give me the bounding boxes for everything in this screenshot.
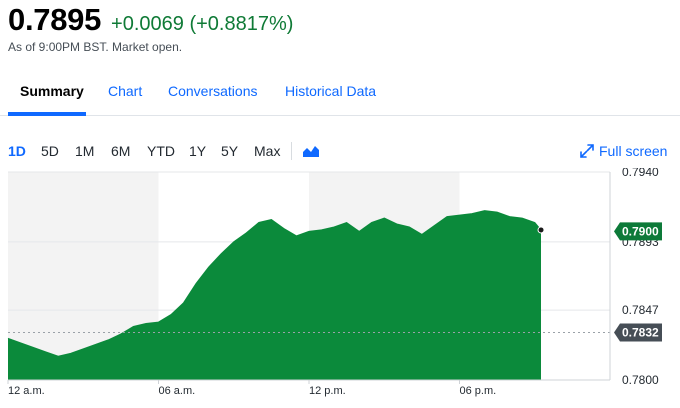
tab-chart[interactable]: Chart: [108, 83, 143, 99]
range-max[interactable]: Max: [254, 143, 281, 159]
x-tick-label: 12 p.m.: [309, 385, 346, 397]
x-axis: 12 a.m. 06 a.m. 12 p.m. 06 p.m.: [7, 379, 610, 397]
quote-tabs: Summary Chart Conversations Historical D…: [0, 72, 680, 116]
current-price-label: 0.7900: [614, 222, 662, 241]
tab-summary[interactable]: Summary: [20, 83, 84, 99]
market-status: As of 9:00PM BST. Market open.: [8, 40, 183, 54]
previous-close-label-shape: [614, 323, 662, 342]
price-change: +0.0069 (+0.8817%): [111, 13, 294, 35]
fullscreen-button[interactable]: Full screen: [580, 142, 667, 160]
range-1d[interactable]: 1D: [8, 143, 26, 159]
previous-close-label-text: 0.7832: [622, 325, 659, 339]
fullscreen-label: Full screen: [599, 143, 668, 159]
expand-arrows-icon: [580, 144, 594, 158]
range-5y[interactable]: 5Y: [221, 143, 239, 159]
chart-toolbar: 1D 5D 1M 6M YTD 1Y 5Y Max Full screen: [0, 140, 680, 162]
range-1m[interactable]: 1M: [75, 143, 95, 159]
range-ytd[interactable]: YTD: [147, 143, 175, 159]
range-6m[interactable]: 6M: [111, 143, 131, 159]
quote-header: 0.7895 +0.0069 (+0.8817%): [8, 2, 293, 38]
price-line: [7, 210, 542, 357]
x-tick-label: 12 a.m.: [8, 385, 45, 397]
mountain-chart-icon[interactable]: [302, 144, 320, 158]
y-tick-label: 0.7847: [622, 303, 659, 317]
range-1y[interactable]: 1Y: [189, 143, 207, 159]
range-5d[interactable]: 5D: [41, 143, 59, 159]
price-labels: 0.7900 0.7832: [614, 222, 662, 342]
current-price: 0.7895: [8, 2, 102, 37]
current-price-label-shape: [614, 222, 662, 241]
toolbar-divider: [291, 142, 292, 160]
x-tick-label: 06 a.m.: [159, 385, 196, 397]
y-tick-label: 0.7940: [622, 168, 659, 179]
price-area: [8, 210, 541, 380]
x-tick-label: 06 p.m.: [460, 385, 497, 397]
previous-close-label: 0.7832: [614, 323, 662, 342]
active-tab-indicator: [8, 112, 86, 116]
tab-conversations[interactable]: Conversations: [168, 83, 258, 99]
current-price-label-text: 0.7900: [622, 224, 659, 238]
last-price-dot: [537, 226, 545, 234]
y-tick-label: 0.7800: [622, 373, 659, 387]
tab-historical-data[interactable]: Historical Data: [285, 83, 377, 99]
